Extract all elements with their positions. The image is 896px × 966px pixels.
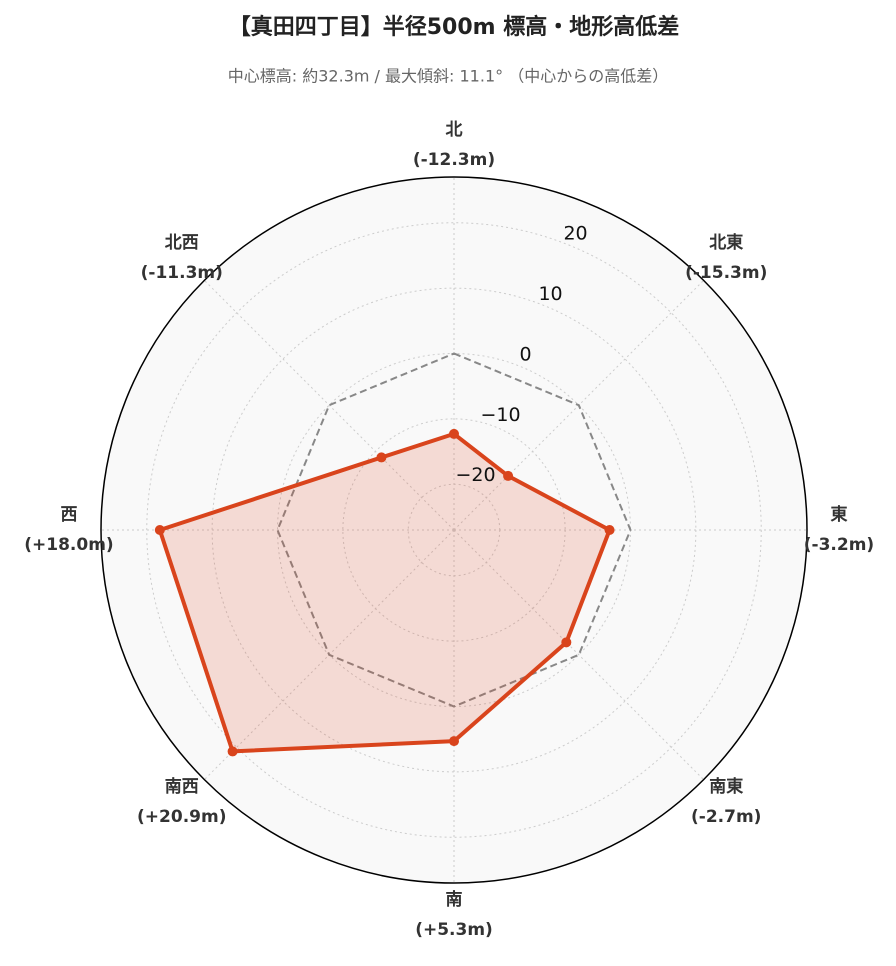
category-label: 南西	[165, 776, 199, 797]
data-point	[449, 428, 459, 439]
value-label: (-12.3m)	[413, 150, 495, 170]
data-point	[561, 637, 572, 648]
category-label: 北東	[709, 232, 743, 253]
category-label: 南	[446, 889, 463, 910]
data-point	[376, 452, 387, 463]
category-label: 北西	[165, 233, 199, 253]
category-label: 北	[446, 120, 463, 140]
value-label: (-2.7m)	[691, 807, 761, 827]
value-label: (-15.3m)	[685, 263, 767, 283]
data-point	[449, 736, 459, 747]
reference-line	[276, 352, 632, 708]
category-label: 南東	[709, 776, 743, 797]
grid-circle	[146, 222, 762, 838]
data-point	[604, 525, 615, 535]
r-tick-label: −20	[455, 464, 495, 486]
value-label: (+18.0m)	[24, 535, 113, 555]
category-label: 東	[831, 504, 848, 525]
r-tick-label: −10	[480, 404, 520, 426]
category-label: 西	[61, 505, 78, 525]
value-label: (-11.3m)	[141, 263, 223, 283]
chart-subtitle: 中心標高: 約32.3m / 最大傾斜: 11.1° （中心からの高低差）	[228, 67, 668, 86]
value-label: (+5.3m)	[415, 920, 493, 940]
grid-spoke	[204, 280, 455, 531]
plot-outline	[100, 176, 808, 884]
value-label: (+20.9m)	[137, 807, 226, 827]
data-point	[503, 470, 514, 481]
r-tick-label: 10	[538, 283, 562, 305]
grid-spoke	[453, 529, 704, 780]
r-tick-label: 20	[563, 223, 587, 245]
chart-title: 【真田四丁目】半径500m 標高・地形高低差	[229, 14, 680, 40]
value-label: (-3.2m)	[804, 535, 874, 555]
data-point	[227, 746, 238, 757]
r-tick-label: 0	[519, 343, 531, 365]
data-point	[154, 525, 165, 535]
